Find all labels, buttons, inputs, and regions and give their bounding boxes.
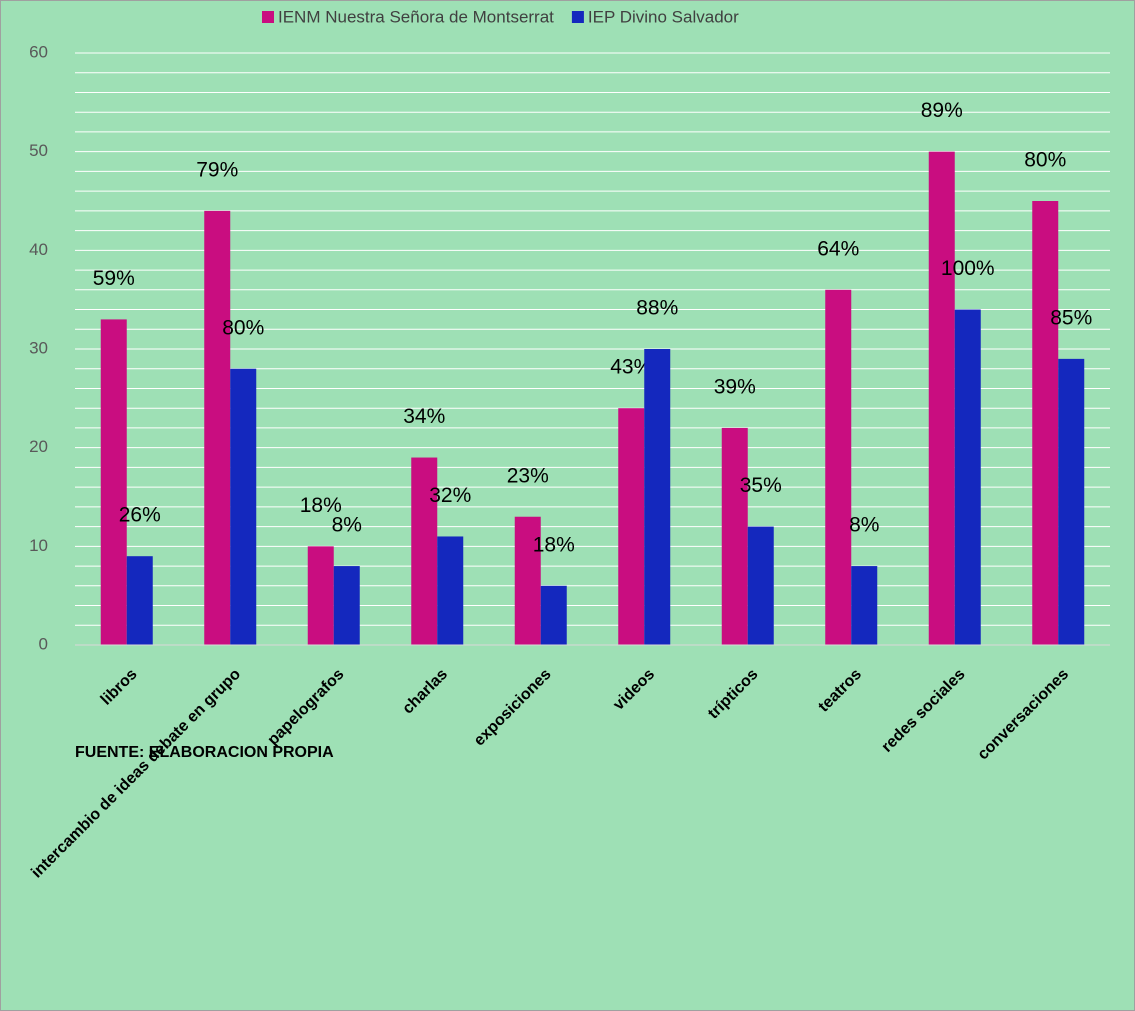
value-label: 100% xyxy=(941,257,995,280)
bar xyxy=(618,408,645,645)
value-label: 43% xyxy=(610,356,652,379)
bar xyxy=(514,516,541,645)
value-label: 23% xyxy=(507,464,549,487)
bar xyxy=(333,566,360,645)
value-label: 39% xyxy=(714,375,756,398)
value-label: 26% xyxy=(119,504,161,527)
value-label: 32% xyxy=(429,484,471,507)
y-tick-label: 0 xyxy=(39,634,48,653)
bar xyxy=(126,556,153,645)
value-label: 34% xyxy=(403,405,445,428)
bar xyxy=(437,536,464,645)
legend-label: IEP Divino Salvador xyxy=(588,7,739,26)
bar xyxy=(721,427,748,645)
footnote: FUENTE: ELABORACION PROPIA xyxy=(75,744,334,761)
legend-swatch xyxy=(571,11,584,23)
value-label: 18% xyxy=(300,494,342,517)
value-label: 18% xyxy=(533,533,575,556)
bar xyxy=(540,585,567,645)
bar xyxy=(100,319,127,645)
value-label: 79% xyxy=(196,158,238,181)
bar xyxy=(307,546,334,645)
bar xyxy=(825,289,852,645)
value-label: 89% xyxy=(921,99,963,122)
y-tick-label: 40 xyxy=(29,240,48,259)
bar xyxy=(1032,201,1059,645)
value-label: 80% xyxy=(1024,149,1066,172)
bar xyxy=(230,368,257,645)
bar xyxy=(411,457,438,645)
y-tick-label: 60 xyxy=(29,42,48,61)
y-tick-label: 50 xyxy=(29,141,48,160)
value-label: 59% xyxy=(93,267,135,290)
value-label: 85% xyxy=(1050,306,1092,329)
bar xyxy=(928,151,955,645)
bar xyxy=(954,309,981,645)
value-label: 8% xyxy=(849,514,879,537)
value-label: 88% xyxy=(636,297,678,320)
y-tick-label: 10 xyxy=(29,536,48,555)
legend-swatch xyxy=(262,11,274,23)
y-tick-label: 20 xyxy=(29,437,48,456)
bar xyxy=(1058,358,1085,645)
y-tick-label: 30 xyxy=(29,338,48,357)
bar xyxy=(747,526,774,645)
value-label: 80% xyxy=(222,316,264,339)
value-label: 64% xyxy=(817,237,859,260)
bar xyxy=(851,566,878,645)
bar xyxy=(204,210,231,645)
legend-label: IENM Nuestra Señora de Montserrat xyxy=(278,7,554,26)
bar xyxy=(644,349,671,645)
value-label: 35% xyxy=(740,474,782,497)
value-label: 8% xyxy=(332,514,362,537)
